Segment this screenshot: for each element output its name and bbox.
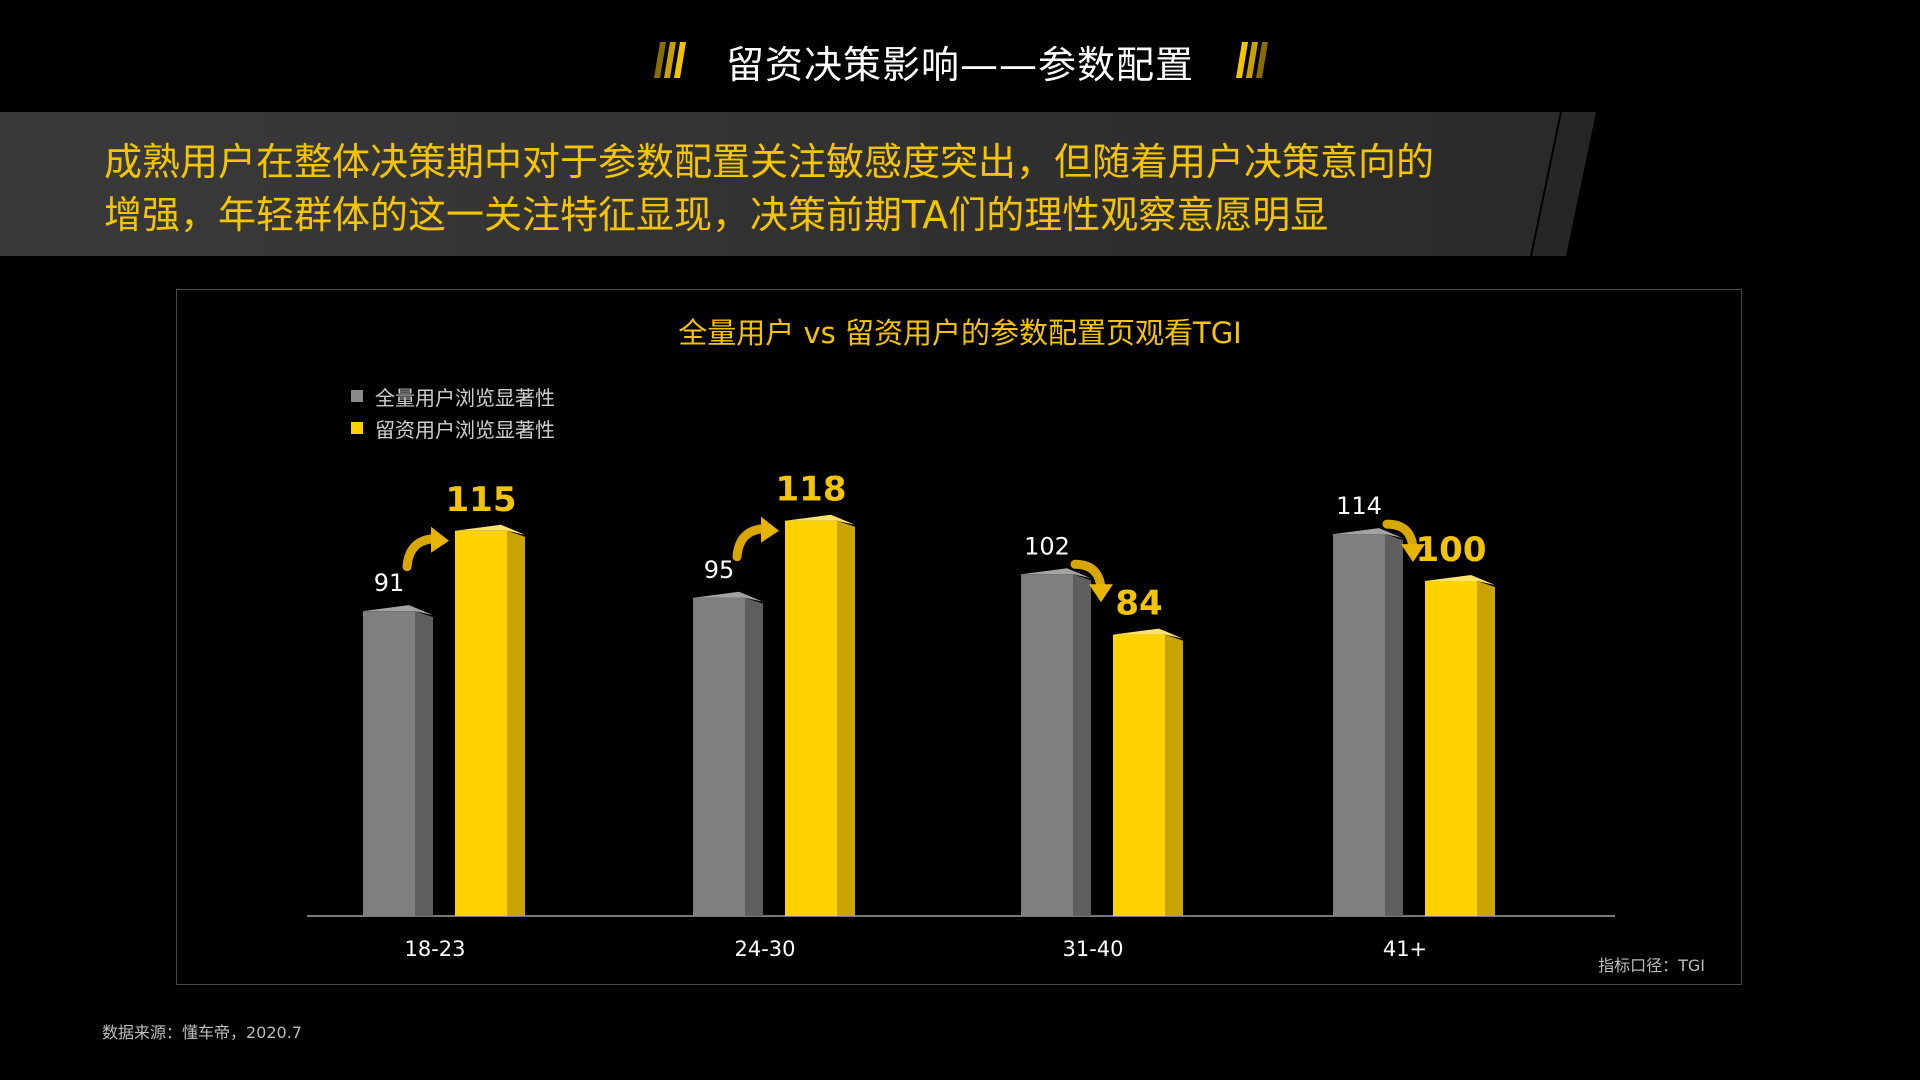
bar-lead-41+ — [1425, 581, 1477, 916]
trend-arrowhead-18-23 — [431, 526, 449, 553]
bar-chart: 91 115 18-23 95 118 24-30 102 84 31-40 114 100 41+ — [307, 470, 1615, 961]
value-label-all-18-23: 91 — [374, 569, 405, 597]
bar-all-41+ — [1333, 534, 1385, 916]
value-label-lead-31-40: 84 — [1115, 584, 1162, 624]
bar-side-all-18-23 — [415, 611, 433, 916]
banner-line-2: 增强，年轻群体的这一关注特征显现，决策前期TA们的理性观察意愿明显 — [104, 193, 1329, 237]
legend-item-lead-users: 留资用户浏览显著性 — [351, 412, 555, 444]
value-label-lead-41+: 100 — [1416, 530, 1487, 570]
bar-top-all-31-40 — [1021, 568, 1091, 579]
page-title: 留资决策影响——参数配置 — [725, 43, 1194, 87]
legend-label-all-users: 全量用户浏览显著性 — [375, 385, 555, 410]
bar-side-all-41+ — [1385, 534, 1403, 916]
value-label-lead-24-30: 118 — [776, 470, 847, 510]
chart-title: 全量用户 vs 留资用户的参数配置页观看TGI — [678, 316, 1242, 350]
value-label-all-24-30: 95 — [704, 556, 735, 584]
trend-arrowhead-41+ — [1401, 544, 1425, 563]
title-bar: 留资决策影响——参数配置 — [0, 30, 1920, 90]
bar-all-18-23 — [363, 611, 415, 916]
bar-all-31-40 — [1021, 574, 1073, 916]
category-label-31-40: 31-40 — [1062, 937, 1123, 961]
bar-side-all-24-30 — [745, 597, 763, 916]
value-label-all-41+: 114 — [1336, 492, 1382, 520]
bar-side-lead-41+ — [1477, 581, 1495, 916]
bar-all-24-30 — [693, 597, 745, 916]
bar-top-lead-18-23 — [455, 524, 525, 535]
banner-text: 成熟用户在整体决策期中对于参数配置关注敏感度突出，但随着用户决策意向的 增强，年… — [104, 136, 1564, 242]
bar-top-lead-24-30 — [785, 514, 855, 525]
trend-arrowhead-31-40 — [1089, 584, 1113, 603]
bar-top-all-41+ — [1333, 528, 1403, 539]
chart-panel: 91 115 18-23 95 118 24-30 102 84 31-40 114 100 41+ … — [176, 289, 1742, 985]
value-label-all-31-40: 102 — [1024, 532, 1070, 560]
bar-side-lead-31-40 — [1165, 634, 1183, 916]
category-label-41+: 41+ — [1383, 937, 1427, 961]
bar-side-all-31-40 — [1073, 574, 1091, 916]
bar-top-all-18-23 — [363, 605, 433, 616]
bar-side-lead-18-23 — [507, 530, 525, 916]
category-label-24-30: 24-30 — [734, 937, 795, 961]
bar-top-lead-41+ — [1425, 575, 1495, 585]
trend-arrow-18-23 — [402, 534, 438, 572]
legend-label-lead-users: 留资用户浏览显著性 — [375, 417, 555, 442]
data-source: 数据来源：懂车帝，2020.7 — [102, 1023, 302, 1042]
trend-arrowhead-24-30 — [761, 516, 779, 543]
category-label-18-23: 18-23 — [404, 937, 465, 961]
bar-lead-31-40 — [1113, 634, 1165, 916]
bar-side-lead-24-30 — [837, 520, 855, 916]
bar-lead-18-23 — [455, 530, 507, 916]
legend-swatch-gray — [351, 390, 363, 402]
value-label-lead-18-23: 115 — [446, 480, 517, 520]
trend-arrow-24-30 — [732, 524, 768, 562]
bar-top-lead-31-40 — [1113, 628, 1183, 639]
banner-background — [0, 112, 1596, 256]
right-stripes-icon — [1236, 42, 1268, 78]
bar-top-all-24-30 — [693, 591, 763, 602]
metric-note: 指标口径：TGI — [1598, 956, 1705, 975]
legend-swatch-yellow — [351, 422, 363, 434]
left-stripes-icon — [654, 42, 686, 78]
banner-line-1: 成熟用户在整体决策期中对于参数配置关注敏感度突出，但随着用户决策意向的 — [104, 140, 1435, 184]
bar-lead-24-30 — [785, 520, 837, 916]
legend: 全量用户浏览显著性 留资用户浏览显著性 — [351, 380, 555, 444]
legend-item-all-users: 全量用户浏览显著性 — [351, 380, 555, 412]
